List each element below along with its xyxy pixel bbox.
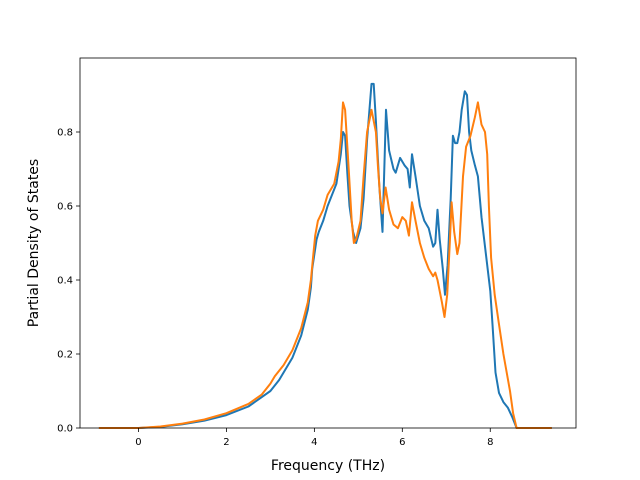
y-axis-ticks: 0.0 0.2 0.4 0.6 0.8 [57,128,80,435]
x-tick-label: 0 [135,437,141,448]
x-axis-label: Frequency (THz) [271,458,385,474]
y-tick-label: 0.0 [57,424,73,435]
series-line-2 [98,101,552,429]
x-tick-label: 4 [311,437,317,448]
axes-frame [79,57,577,429]
y-tick-label: 0.8 [57,128,73,139]
y-tick-label: 0.4 [57,276,73,287]
series-layer [98,82,552,429]
x-tick-label: 8 [487,437,493,448]
y-tick-label: 0.2 [57,350,73,361]
x-axis-ticks: 0 2 4 6 8 [135,428,493,448]
plot-area [98,82,552,429]
x-tick-label: 2 [223,437,229,448]
y-axis-label: Partial Density of States [26,159,42,327]
y-tick-label: 0.6 [57,202,73,213]
x-tick-label: 6 [399,437,405,448]
